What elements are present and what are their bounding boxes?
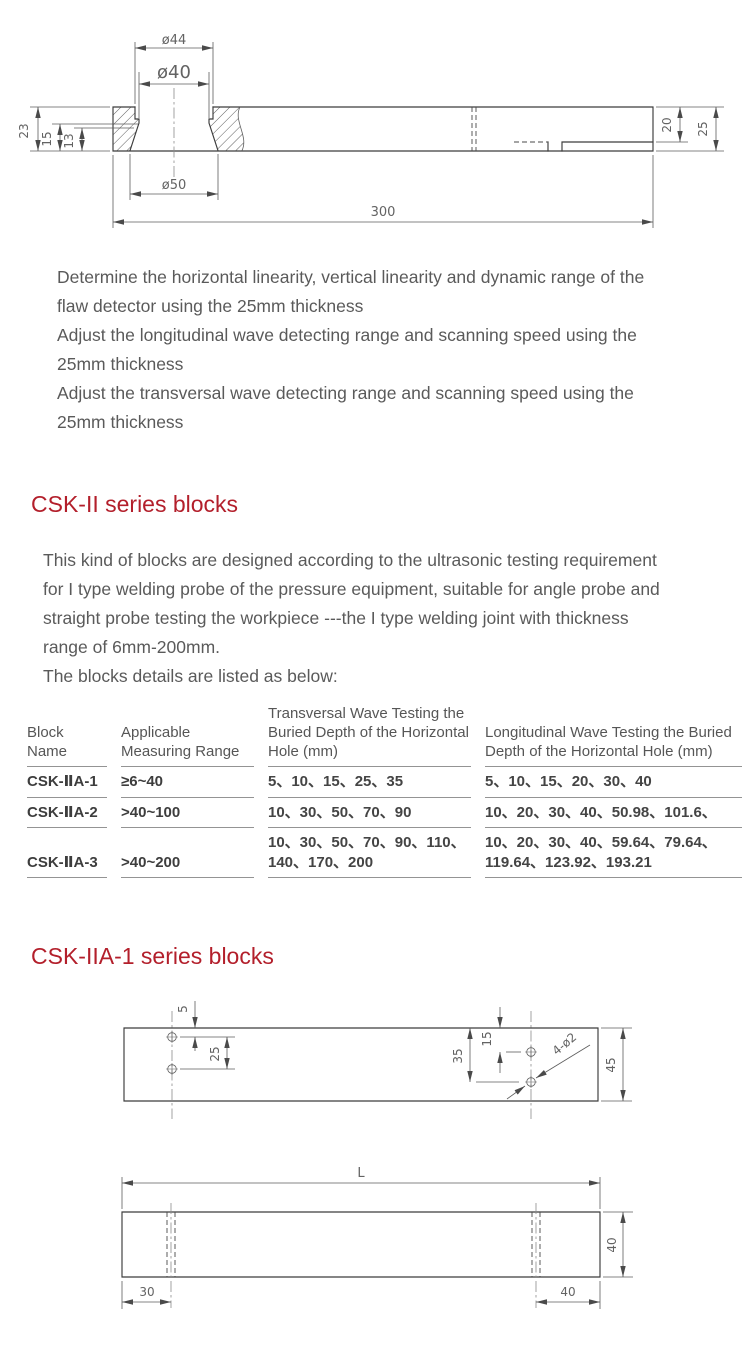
block-outline xyxy=(112,106,654,152)
dim-label: 13 xyxy=(62,133,76,148)
dim-label: 45 xyxy=(604,1057,618,1072)
description-line: for I type welding probe of the pressure… xyxy=(43,579,660,599)
dim-label: ø50 xyxy=(162,178,187,193)
main-block-drawing: ø44 ø40 ø50 300 23 15 xyxy=(17,33,724,228)
dim-width-45: 45 xyxy=(601,1027,632,1102)
dim-label: 15 xyxy=(40,131,54,146)
dim-label: 40 xyxy=(605,1237,619,1252)
section-hatching xyxy=(113,107,244,151)
table-cell-longitudinal: 10、20、30、40、59.64、79.64、119.64、123.92、19… xyxy=(485,828,742,878)
dim-depth-13: 13 xyxy=(62,127,134,151)
dim-label: 4-ø2 xyxy=(550,1030,580,1058)
dim-dia-44: ø44 xyxy=(134,33,214,104)
dim-depth-35: 35 xyxy=(451,1028,519,1083)
description-line: This kind of blocks are designed accordi… xyxy=(43,550,657,570)
dim-right-offset-40: 40 xyxy=(536,1281,601,1309)
csk2a1-top-view-drawing: 5 25 35 15 4-ø2 45 xyxy=(123,1001,632,1119)
dim-depth-15: 15 xyxy=(40,123,138,151)
description-line: range of 6mm-200mm. xyxy=(43,637,221,657)
holes-callout-4xd2: 4-ø2 xyxy=(506,1030,591,1100)
dim-offset-5: 5 xyxy=(176,1001,235,1051)
column-header-transversal: Transversal Wave Testing the Buried Dept… xyxy=(268,705,471,767)
dim-depth-15: 15 xyxy=(480,1007,521,1073)
column-header-measuring-range: Applicable Measuring Range xyxy=(121,705,254,767)
dim-length-L: L xyxy=(121,1166,601,1209)
usage-note-line: Adjust the transversal wave detecting ra… xyxy=(57,383,634,403)
usage-notes: Determine the horizontal linearity, vert… xyxy=(57,263,644,437)
dim-label: ø40 xyxy=(157,62,191,83)
dim-label: 5 xyxy=(176,1005,190,1013)
table-cell-range: ≥6~40 xyxy=(121,767,254,798)
dim-height-40: 40 xyxy=(603,1211,633,1278)
dim-step-20: 20 xyxy=(656,106,724,143)
usage-note-line: 25mm thickness xyxy=(57,412,184,432)
dim-label: 30 xyxy=(139,1285,154,1299)
dim-dia-50: ø50 xyxy=(129,154,219,200)
left-hidden-hole xyxy=(166,1212,176,1277)
dim-label: 20 xyxy=(660,117,674,132)
column-header-longitudinal: Longitudinal Wave Testing the Buried Dep… xyxy=(485,705,742,767)
section-title-csk2: CSK-II series blocks xyxy=(31,491,239,517)
dim-length-300: 300 xyxy=(112,155,654,228)
description-line: The blocks details are listed as below: xyxy=(43,666,338,686)
dim-label: 23 xyxy=(17,123,31,138)
dim-spacing-25: 25 xyxy=(180,1037,235,1070)
blocks-table: Block Name Applicable Measuring Range Tr… xyxy=(27,705,742,878)
section-title-csk2a1: CSK-IIA-1 series blocks xyxy=(31,943,274,969)
dim-label: 40 xyxy=(560,1285,575,1299)
table-cell-transversal: 10、30、50、70、90、110、140、170、200 xyxy=(268,828,471,878)
dim-dia-40: ø40 xyxy=(138,62,210,118)
hidden-hole-lines xyxy=(471,107,477,151)
column-header-block-name: Block Name xyxy=(27,705,107,767)
dim-label: 25 xyxy=(208,1046,222,1061)
dim-label: ø44 xyxy=(162,33,187,48)
dim-label: 35 xyxy=(451,1048,465,1063)
usage-note-line: 25mm thickness xyxy=(57,354,184,374)
csk2a1-front-view-drawing: L 40 30 40 xyxy=(121,1166,633,1309)
table-cell-name: CSK-ⅡA-2 xyxy=(27,798,107,828)
table-cell-name: CSK-ⅡA-3 xyxy=(27,828,107,878)
description-line: straight probe testing the workpiece ---… xyxy=(43,608,629,628)
usage-note-line: Determine the horizontal linearity, vert… xyxy=(57,267,645,287)
drilled-holes xyxy=(166,1031,537,1088)
dim-left-offset-30: 30 xyxy=(121,1281,171,1309)
dim-label: 300 xyxy=(371,205,396,220)
table-cell-longitudinal: 5、10、15、20、30、40 xyxy=(485,767,742,798)
dim-label: L xyxy=(357,1166,365,1181)
table-cell-range: >40~100 xyxy=(121,798,254,828)
table-cell-name: CSK-ⅡA-1 xyxy=(27,767,107,798)
table-cell-transversal: 10、30、50、70、90 xyxy=(268,798,471,828)
plate-outline xyxy=(123,1027,599,1102)
table-cell-longitudinal: 10、20、30、40、50.98、101.6、 xyxy=(485,798,742,828)
plate-outline xyxy=(121,1211,601,1278)
dim-thickness-25: 25 xyxy=(656,107,724,152)
break-line xyxy=(237,106,245,151)
dim-label: 25 xyxy=(696,121,710,136)
usage-note-line: flaw detector using the 25mm thickness xyxy=(57,296,364,316)
dim-label: 15 xyxy=(480,1031,494,1046)
usage-note-line: Adjust the longitudinal wave detecting r… xyxy=(57,325,637,345)
dim-depth-23: 23 xyxy=(17,106,110,152)
table-cell-transversal: 5、10、15、25、35 xyxy=(268,767,471,798)
right-hidden-hole xyxy=(531,1212,541,1277)
csk2-description: This kind of blocks are designed accordi… xyxy=(43,546,660,691)
table-cell-range: >40~200 xyxy=(121,828,254,878)
